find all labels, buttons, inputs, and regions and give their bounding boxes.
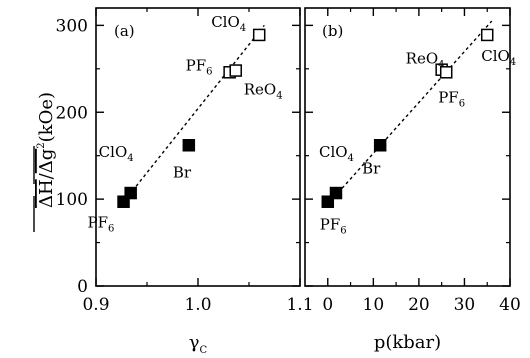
fit-line	[128, 24, 265, 197]
point-label: ReO4	[244, 81, 283, 102]
fit-line	[329, 20, 493, 203]
plot-frame	[304, 7, 511, 287]
point-label: ClO4	[99, 143, 134, 164]
y-tick-label: 200	[56, 103, 88, 123]
point-label: ReO4	[406, 50, 445, 71]
x-tick-label: 0.9	[82, 295, 109, 315]
x-axis-title: p(kbar)	[374, 332, 441, 353]
filled-square-point	[182, 139, 196, 152]
open-square-point	[439, 66, 453, 79]
y-tick-label: 100	[56, 190, 88, 210]
panel-a: 0.9 1.0 1.1 0 100 200 300 (a) PF6 ClO4 Br PF6 ReO4 Cl…	[56, 7, 314, 356]
filled-square-point	[117, 195, 130, 208]
filled-square-point	[329, 186, 343, 200]
point-label: PF6	[88, 214, 115, 235]
point-label: ClO4	[481, 47, 516, 68]
filled-square-point	[321, 195, 335, 208]
x-tick-label: 10	[363, 295, 385, 315]
open-square-point	[252, 28, 266, 42]
open-square-point	[480, 28, 494, 42]
x-tick-label: 1.0	[184, 295, 211, 315]
open-square-point	[229, 64, 242, 77]
point-label: ClO4	[211, 13, 246, 34]
x-tick-label: 1.1	[286, 295, 313, 315]
panel-b: 0 10 20 30 40 (b) PF6 ClO4 Br ReO4 PF6 ClO4 p(kbar)	[304, 7, 521, 353]
x-tick-label: 30	[454, 295, 476, 315]
x-axis-title: γC	[189, 332, 208, 356]
y-axis-title: ΔH/Δg2(kOe)	[36, 92, 57, 208]
point-label: Br	[173, 163, 192, 181]
x-tick-label: 40	[499, 295, 521, 315]
panel-label: (b)	[322, 22, 343, 40]
panel-label: (a)	[114, 22, 135, 40]
filled-square-point	[124, 186, 137, 200]
filled-square-point	[373, 139, 387, 152]
point-label: PF6	[186, 56, 213, 77]
point-label: PF6	[320, 216, 347, 237]
y-tick-label: 0	[77, 277, 88, 297]
point-label: Br	[362, 159, 381, 177]
x-tick-label: 20	[408, 295, 430, 315]
y-tick-label: 300	[56, 16, 88, 36]
point-label: PF6	[438, 88, 465, 109]
y-axis-label: ΔH/Δg2(kOe)	[33, 92, 57, 232]
point-label: ClO4	[319, 143, 354, 164]
x-tick-label: 0	[322, 295, 333, 315]
